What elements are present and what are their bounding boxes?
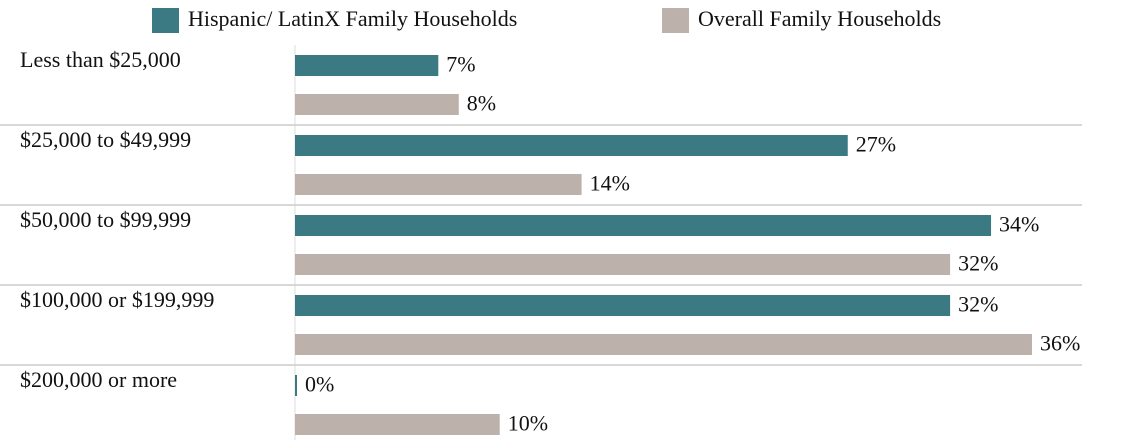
bar xyxy=(295,135,848,156)
legend-swatch xyxy=(662,8,689,33)
category-label: $25,000 to $49,999 xyxy=(20,127,191,152)
bar xyxy=(295,174,582,195)
legend-label: Overall Family Households xyxy=(698,6,941,31)
bar xyxy=(295,414,500,435)
value-label: 7% xyxy=(446,52,475,77)
value-label: 14% xyxy=(590,171,630,196)
value-label: 27% xyxy=(856,132,896,157)
value-label: 32% xyxy=(958,292,998,317)
value-label: 34% xyxy=(999,212,1039,237)
bar xyxy=(295,215,992,236)
legend-swatch xyxy=(152,8,179,33)
value-label: 8% xyxy=(467,91,496,116)
category-label: $100,000 or $199,999 xyxy=(20,287,214,312)
value-label: 32% xyxy=(958,251,998,276)
bar xyxy=(295,254,951,275)
value-label: 0% xyxy=(305,372,334,397)
legend-label: Hispanic/ LatinX Family Households xyxy=(188,6,517,31)
value-label: 36% xyxy=(1040,331,1080,356)
category-label: $200,000 or more xyxy=(20,367,177,392)
bar xyxy=(295,375,297,396)
bar xyxy=(295,55,439,76)
bar xyxy=(295,334,1032,355)
bar xyxy=(295,295,951,316)
bar xyxy=(295,94,459,115)
value-label: 10% xyxy=(508,411,548,436)
category-label: $50,000 to $99,999 xyxy=(20,207,191,232)
category-label: Less than $25,000 xyxy=(20,47,181,72)
